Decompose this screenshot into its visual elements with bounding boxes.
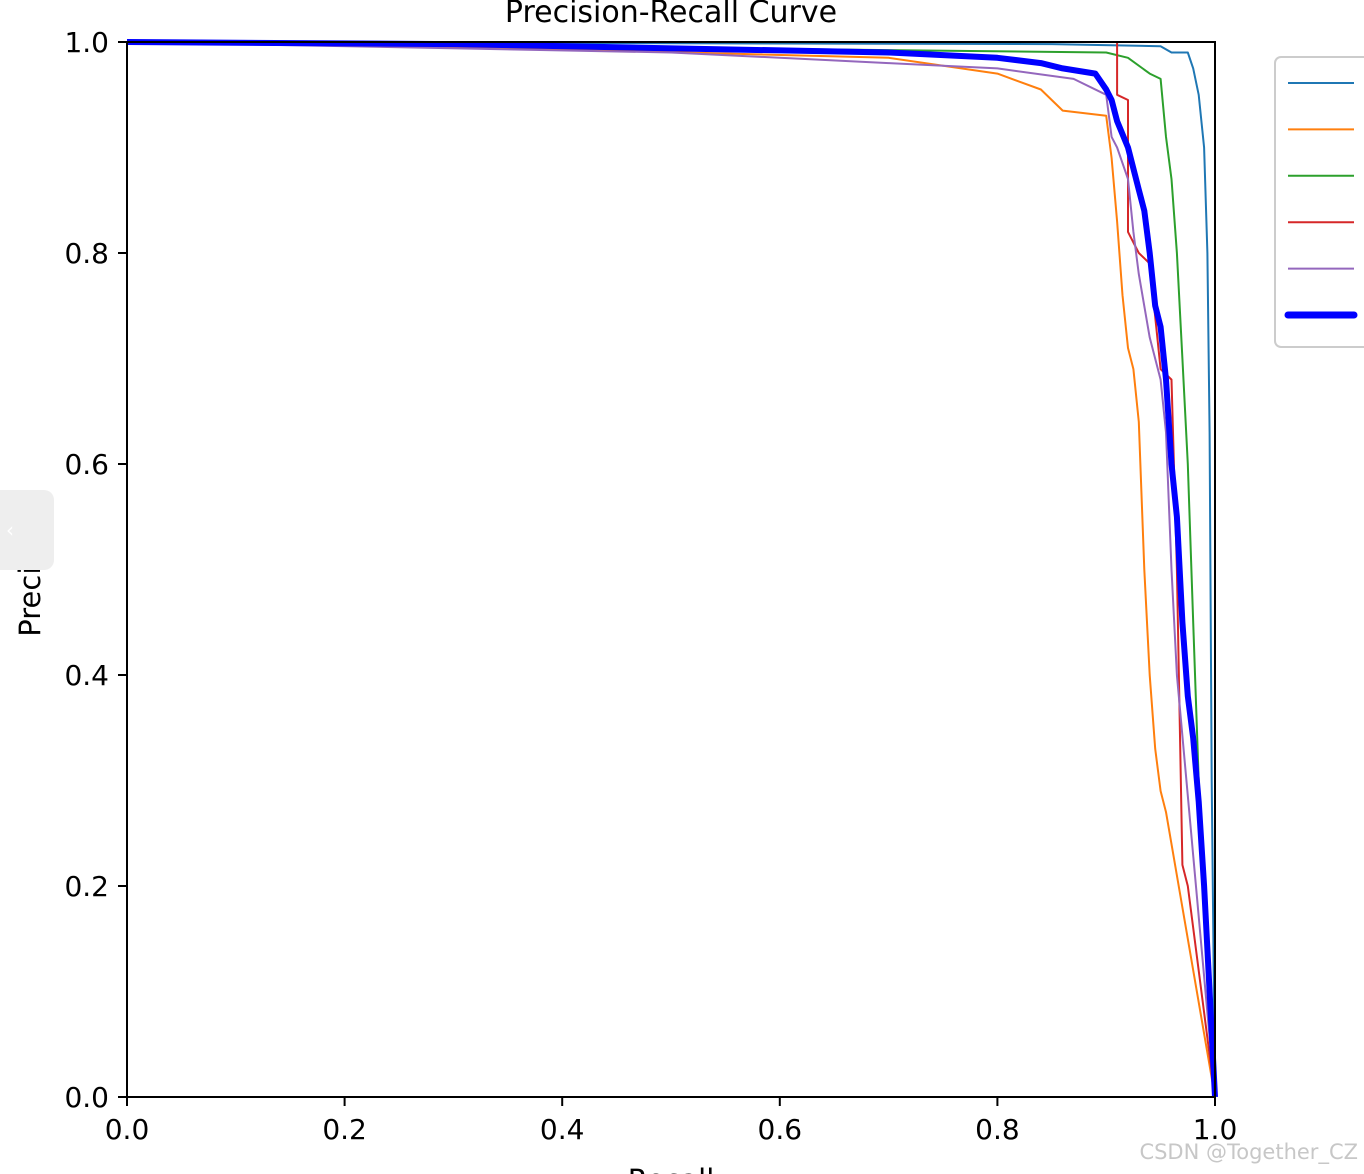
x-tick-label: 0.6 bbox=[758, 1113, 803, 1146]
y-tick-label: 0.4 bbox=[64, 659, 109, 692]
x-tick-label: 0.2 bbox=[322, 1113, 367, 1146]
plot-series-layer bbox=[126, 39, 1218, 1098]
x-tick-label: 0.0 bbox=[105, 1113, 150, 1146]
watermark: CSDN @Together_CZ bbox=[1139, 1140, 1358, 1164]
side-panel-handle[interactable]: ‹ bbox=[0, 490, 54, 570]
series-line-6 bbox=[126, 39, 1218, 1098]
y-tick-label: 0.0 bbox=[64, 1081, 109, 1114]
x-axis-title: Recall bbox=[628, 1163, 715, 1174]
chart-title: Precision-Recall Curve bbox=[505, 0, 837, 30]
series-line-3 bbox=[126, 41, 1216, 1098]
series-line-2 bbox=[126, 41, 1216, 1098]
x-tick-label: 0.8 bbox=[975, 1113, 1020, 1146]
x-tick-label: 1.0 bbox=[1193, 1113, 1238, 1146]
legend-entries bbox=[1284, 82, 1358, 319]
chevron-left-icon: ‹ bbox=[6, 518, 14, 542]
x-axis-ticks: 0.0 0.2 0.4 0.6 0.8 1.0 bbox=[105, 1097, 1238, 1146]
y-tick-label: 0.2 bbox=[64, 870, 109, 903]
series-line-4 bbox=[127, 41, 1216, 1098]
axes-frame bbox=[126, 41, 1216, 1098]
series-line-1 bbox=[126, 41, 1216, 1098]
legend bbox=[1274, 56, 1364, 348]
legend-box bbox=[1274, 56, 1364, 348]
y-tick-label: 1.0 bbox=[64, 26, 109, 59]
x-tick-label: 0.4 bbox=[540, 1113, 585, 1146]
y-tick-label: 0.6 bbox=[64, 448, 109, 481]
y-tick-label: 0.8 bbox=[64, 237, 109, 270]
series-line-5 bbox=[126, 41, 1216, 1098]
y-axis-ticks: 0.0 0.2 0.4 0.6 0.8 1.0 bbox=[64, 26, 127, 1114]
